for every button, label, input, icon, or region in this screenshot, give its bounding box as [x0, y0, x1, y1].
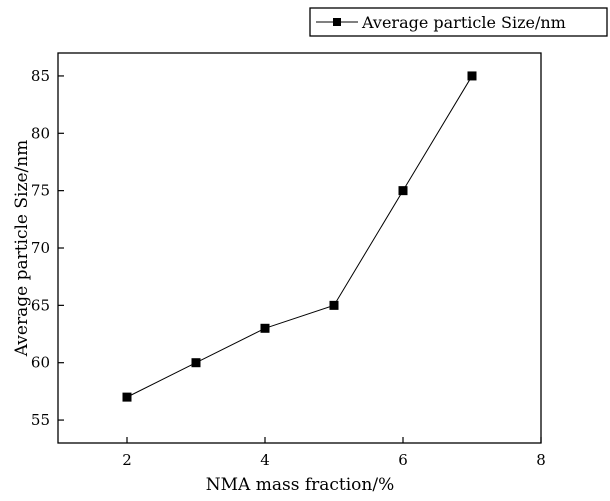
data-point — [260, 323, 270, 333]
data-point — [329, 300, 339, 310]
legend-label: Average particle Size/nm — [361, 13, 566, 32]
x-axis-title: NMA mass fraction/% — [206, 475, 394, 495]
y-tick-label: 60 — [31, 354, 50, 372]
y-axis: 55 60 65 70 75 80 85 — [31, 67, 64, 429]
y-axis-title: Average particle Size/nm — [12, 140, 32, 358]
x-axis: 2 4 6 8 — [122, 437, 546, 469]
plot-area-frame — [57, 52, 542, 444]
y-tick-label: 70 — [31, 239, 50, 257]
data-point — [467, 71, 477, 81]
x-tick-label: 6 — [398, 451, 408, 469]
series-line — [126, 75, 473, 398]
series-layer — [122, 71, 477, 402]
y-tick-label: 55 — [31, 411, 50, 429]
y-tick-label: 80 — [31, 124, 50, 142]
data-point — [191, 358, 201, 368]
y-tick-label: 85 — [31, 67, 50, 85]
x-tick-label: 8 — [536, 451, 546, 469]
legend-box — [309, 7, 608, 37]
y-tick-label: 75 — [31, 182, 50, 200]
data-point — [122, 392, 132, 402]
legend-marker-square — [333, 18, 341, 26]
x-tick-label: 2 — [122, 451, 132, 469]
x-tick-label: 4 — [260, 451, 270, 469]
legend: Average particle Size/nm — [309, 7, 608, 37]
y-tick-label: 65 — [31, 296, 50, 314]
data-point — [398, 186, 408, 196]
